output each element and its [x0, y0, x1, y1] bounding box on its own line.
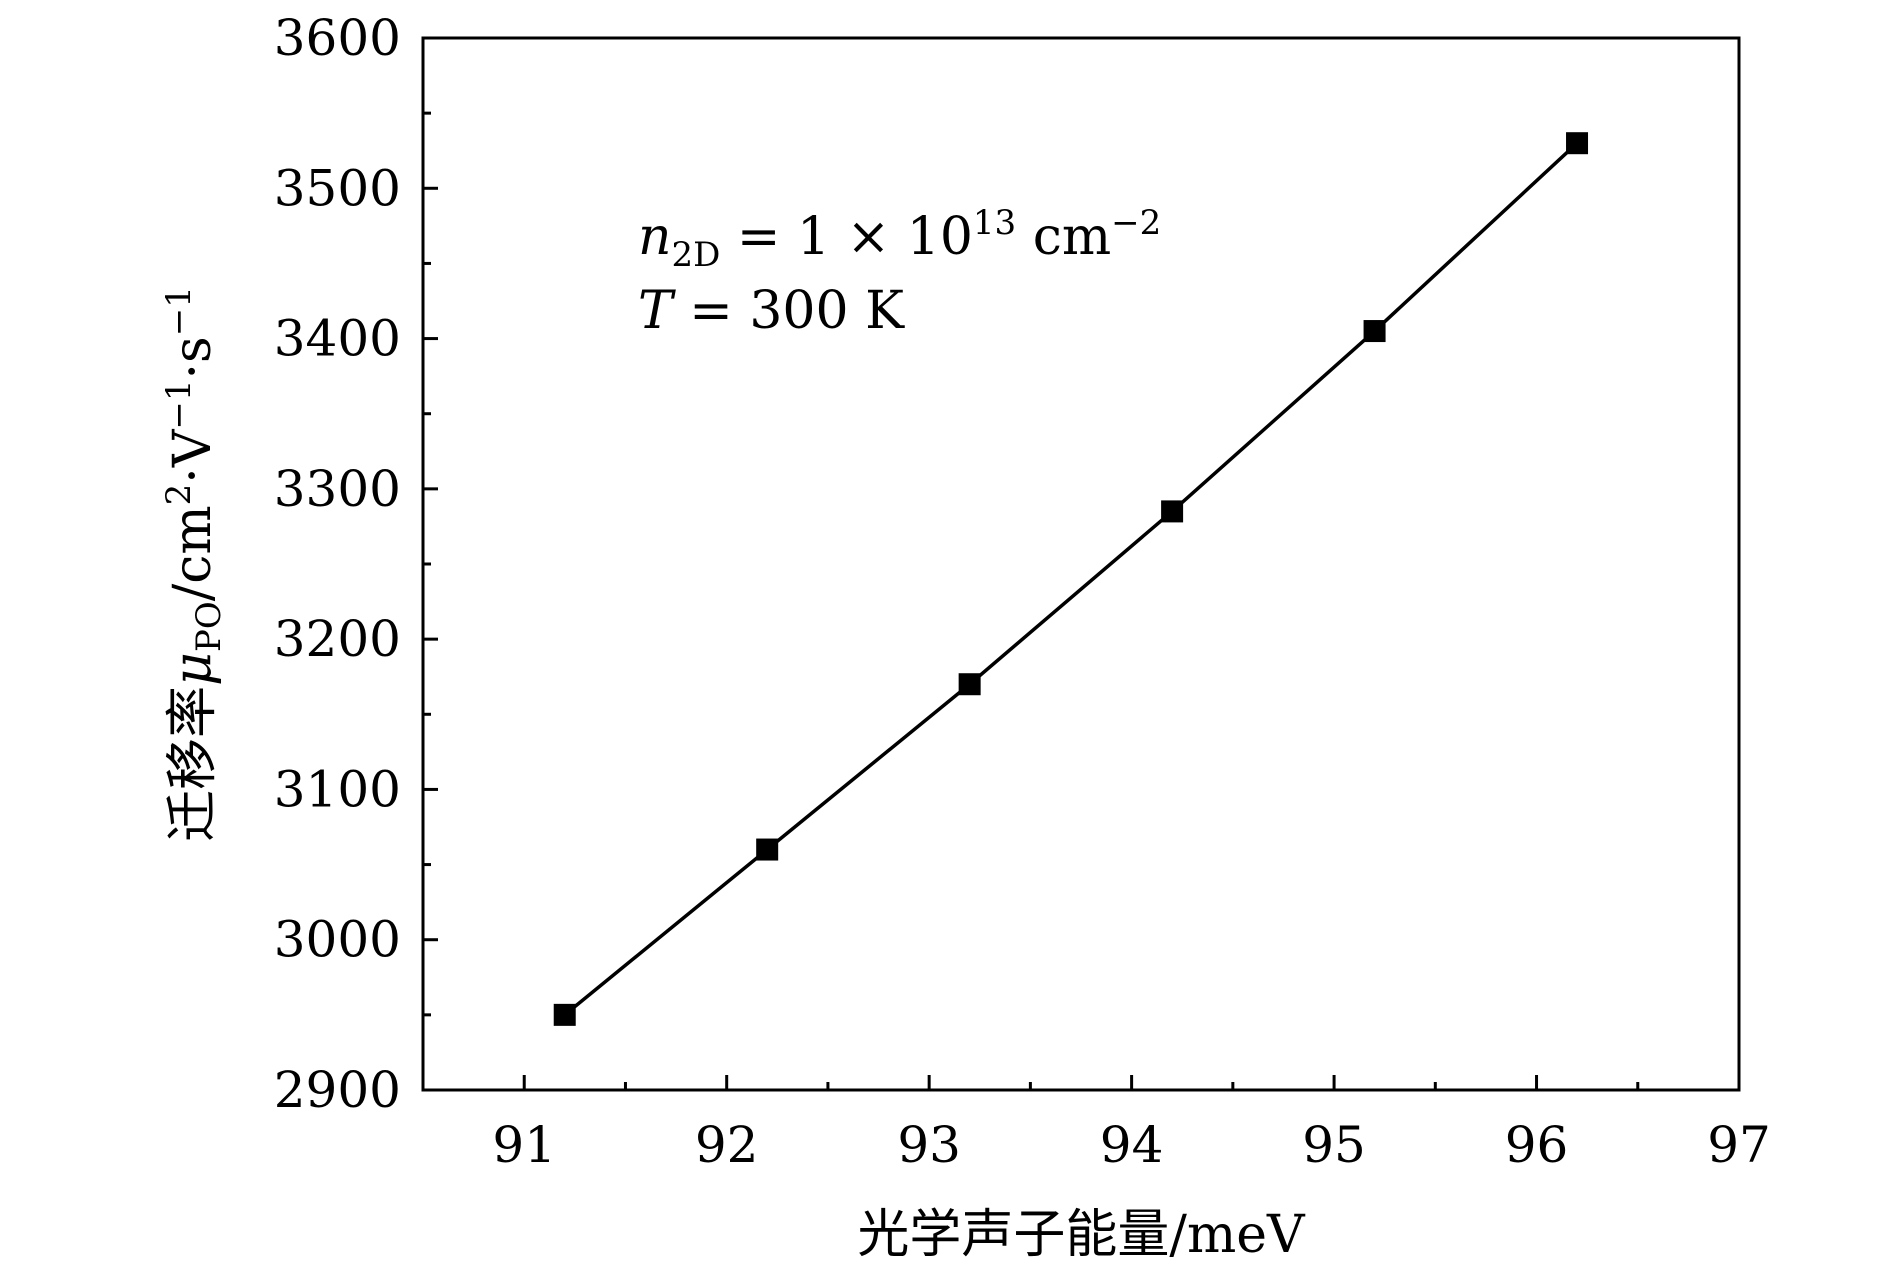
anno-density-sup: 13 [973, 203, 1016, 243]
y-axis-title: 迁移率μPO/cm2·V−1·s−1 [159, 286, 229, 842]
annotation-density: n2D = 1 × 1013 cm−2 [638, 203, 1161, 275]
anno-temp-rest: = 300 K [673, 281, 905, 341]
x-tick-label-92: 92 [695, 1116, 759, 1174]
y-tick-label-3600: 3600 [274, 9, 401, 67]
plot-frame [421, 36, 1741, 1092]
anno-temp-base: T [638, 281, 676, 341]
y-tick-label-3400: 3400 [274, 310, 401, 368]
x-tick-label-93: 93 [897, 1116, 961, 1174]
anno-density-sub: 2D [672, 235, 721, 275]
y-title-sup3: −1 [159, 286, 199, 336]
anno-density-unit-sup: −2 [1111, 203, 1161, 243]
axis-tick-labels: 91 92 93 94 95 96 97 2900 3000 3100 3200 3300 3400 35… [274, 9, 1771, 1174]
data-point-marker [553, 1003, 576, 1026]
y-title-units-lead: /cm [163, 505, 223, 601]
y-title-sup2: −1 [159, 379, 199, 429]
data-point-marker [958, 673, 981, 696]
series-line [563, 141, 1579, 1017]
y-tick-label-2900: 2900 [274, 1061, 401, 1119]
y-title-prefix: 迁移率 [163, 686, 223, 842]
anno-density-unit: cm [1016, 207, 1111, 267]
annotation-temperature: T = 300 K [638, 281, 905, 341]
y-title-symbol: μ [163, 652, 223, 686]
y-tick-label-3500: 3500 [274, 159, 401, 217]
y-tick-label-3000: 3000 [274, 911, 401, 969]
x-tick-label-97: 97 [1707, 1116, 1771, 1174]
axis-ticks [423, 36, 1741, 1092]
x-tick-label-96: 96 [1505, 1116, 1569, 1174]
data-point-marker [1566, 132, 1589, 155]
y-title-units-mid: ·V [163, 428, 223, 484]
x-axis-title: 光学声子能量/meV [857, 1205, 1306, 1265]
y-title-units-tail: ·s [163, 336, 223, 379]
x-tick-label-94: 94 [1100, 1116, 1164, 1174]
y-title-sup1: 2 [159, 484, 199, 506]
data-point-marker [1363, 320, 1386, 343]
y-tick-label-3200: 3200 [274, 610, 401, 668]
y-tick-label-3100: 3100 [274, 760, 401, 818]
x-tick-label-91: 91 [492, 1116, 556, 1174]
y-tick-label-3300: 3300 [274, 460, 401, 518]
data-point-marker [1161, 500, 1184, 523]
y-title-symbol-sub: PO [189, 601, 229, 652]
series-layer [553, 132, 1589, 1026]
x-tick-label-95: 95 [1302, 1116, 1366, 1174]
anno-density-eq: = 1 × 10 [720, 207, 973, 267]
anno-density-base: n [638, 207, 672, 267]
data-point-marker [756, 838, 779, 861]
